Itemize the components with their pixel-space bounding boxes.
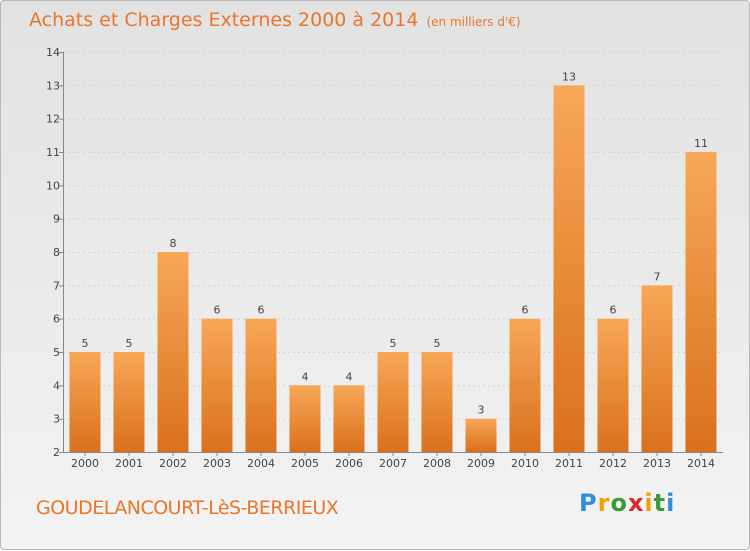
data-label: 5 xyxy=(126,337,133,350)
data-label: 11 xyxy=(694,137,708,150)
data-label: 4 xyxy=(346,370,353,383)
x-tick-label: 2013 xyxy=(643,457,671,470)
x-tick-label: 2014 xyxy=(687,457,715,470)
data-label: 6 xyxy=(610,304,617,317)
bar xyxy=(509,318,541,452)
bar xyxy=(157,252,189,452)
y-tick-label: 7 xyxy=(53,279,60,292)
commune-name: GOUDELANCOURT-LèS-BERRIEUX xyxy=(36,497,339,519)
y-tick-label: 2 xyxy=(53,446,60,459)
bar xyxy=(201,318,233,452)
chart-title-text: Achats et Charges Externes 2000 à 2014 xyxy=(29,9,419,31)
x-tick-label: 2011 xyxy=(555,457,583,470)
x-tick-label: 2001 xyxy=(115,457,143,470)
bar xyxy=(377,352,409,452)
x-tick-label: 2005 xyxy=(291,457,319,470)
bar xyxy=(69,352,101,452)
data-label: 6 xyxy=(258,304,265,317)
y-tick-label: 6 xyxy=(53,313,60,326)
bar xyxy=(597,318,629,452)
y-tick-label: 11 xyxy=(46,146,60,159)
bar xyxy=(333,385,365,452)
data-label: 3 xyxy=(478,404,485,417)
x-tick-label: 2007 xyxy=(379,457,407,470)
x-tick-label: 2009 xyxy=(467,457,495,470)
y-tick-label: 12 xyxy=(46,113,60,126)
data-label: 8 xyxy=(170,237,177,250)
y-tick-label: 5 xyxy=(53,346,60,359)
x-tick-label: 2000 xyxy=(71,457,99,470)
x-tick-label: 2002 xyxy=(159,457,187,470)
x-tick-label: 2004 xyxy=(247,457,275,470)
x-tick-label: 2008 xyxy=(423,457,451,470)
y-tick-label: 14 xyxy=(46,46,60,59)
x-tick-label: 2010 xyxy=(511,457,539,470)
x-tick-label: 2012 xyxy=(599,457,627,470)
chart-unit: (en milliers d'€) xyxy=(426,15,521,29)
data-label: 5 xyxy=(82,337,89,350)
bar xyxy=(553,85,585,452)
y-tick-label: 9 xyxy=(53,213,60,226)
y-tick-label: 4 xyxy=(53,379,60,392)
proxiti-logo: Proxiti xyxy=(579,489,676,517)
data-label: 4 xyxy=(302,370,309,383)
y-tick-label: 3 xyxy=(53,413,60,426)
data-label: 13 xyxy=(562,70,576,83)
data-label: 5 xyxy=(434,337,441,350)
bar xyxy=(421,352,453,452)
data-label: 5 xyxy=(390,337,397,350)
bar xyxy=(245,318,277,452)
data-label: 6 xyxy=(214,304,221,317)
bar xyxy=(289,385,321,452)
x-tick-label: 2003 xyxy=(203,457,231,470)
bar xyxy=(465,418,497,452)
chart-title: Achats et Charges Externes 2000 à 2014 (e… xyxy=(29,9,521,31)
y-tick-label: 8 xyxy=(53,246,60,259)
y-tick-label: 10 xyxy=(46,179,60,192)
bar xyxy=(113,352,145,452)
data-label: 6 xyxy=(522,304,529,317)
data-label: 7 xyxy=(654,270,661,283)
bar xyxy=(685,152,717,452)
bar xyxy=(641,285,673,452)
x-tick-label: 2006 xyxy=(335,457,363,470)
y-tick-label: 13 xyxy=(46,79,60,92)
